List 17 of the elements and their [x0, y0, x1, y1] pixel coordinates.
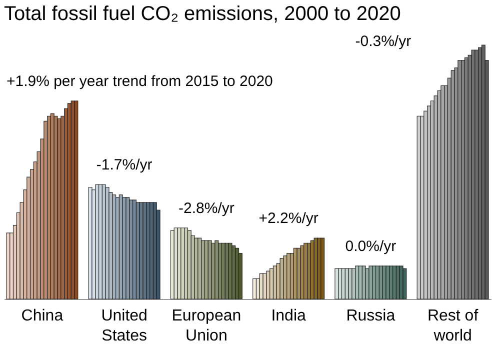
- x-tick-label: European Union: [172, 308, 242, 344]
- annotation: -1.7%/yr: [96, 156, 152, 174]
- bar: [362, 266, 366, 300]
- x-tick-label: India: [271, 308, 306, 324]
- x-tick-label: Rest of world: [427, 308, 479, 344]
- bar: [74, 100, 78, 300]
- bar: [402, 268, 407, 300]
- x-tick-label: China: [21, 308, 64, 324]
- annotation: +2.2%/yr: [258, 210, 318, 228]
- chart-title: Total fossil fuel CO₂ emissions, 2000 to 2020: [4, 3, 401, 25]
- x-tick-label: United States: [101, 308, 148, 344]
- annotation: 0.0%/yr: [345, 238, 396, 255]
- annotation: -0.3%/yr: [355, 33, 412, 50]
- x-tick-label: Russia: [346, 308, 396, 324]
- annotation: -2.8%/yr: [178, 200, 234, 217]
- bar: [320, 238, 325, 300]
- annotation: +1.9% per year trend from 2015 to 2020: [6, 72, 273, 90]
